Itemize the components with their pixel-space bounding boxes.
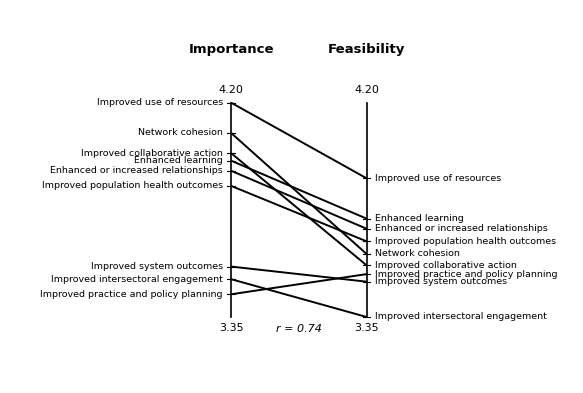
Text: Improved practice and policy planning: Improved practice and policy planning <box>375 270 557 279</box>
Text: Enhanced learning: Enhanced learning <box>134 156 223 165</box>
Text: Enhanced or increased relationships: Enhanced or increased relationships <box>375 224 547 233</box>
Text: 3.35: 3.35 <box>219 323 243 333</box>
Text: Enhanced or increased relationships: Enhanced or increased relationships <box>50 166 223 175</box>
Text: Improved population health outcomes: Improved population health outcomes <box>42 181 223 190</box>
Text: Feasibility: Feasibility <box>328 43 405 56</box>
Text: Network cohesion: Network cohesion <box>138 129 223 138</box>
Text: Improved system outcomes: Improved system outcomes <box>375 277 507 286</box>
Text: Improved collaborative action: Improved collaborative action <box>375 261 517 270</box>
Text: Network cohesion: Network cohesion <box>375 250 459 259</box>
Text: Improved use of resources: Improved use of resources <box>97 98 223 107</box>
Text: Improved practice and policy planning: Improved practice and policy planning <box>40 290 223 299</box>
Text: Improved population health outcomes: Improved population health outcomes <box>375 237 556 246</box>
Text: 4.20: 4.20 <box>219 85 244 95</box>
Text: Improved intersectoral engagement: Improved intersectoral engagement <box>375 312 547 321</box>
Text: 4.20: 4.20 <box>354 85 379 95</box>
Text: 3.35: 3.35 <box>354 323 379 333</box>
Text: Improved intersectoral engagement: Improved intersectoral engagement <box>51 275 223 284</box>
Text: r = 0.74: r = 0.74 <box>276 324 322 334</box>
Text: Improved system outcomes: Improved system outcomes <box>91 262 223 271</box>
Text: Improved use of resources: Improved use of resources <box>375 174 501 183</box>
Text: Enhanced learning: Enhanced learning <box>375 214 463 223</box>
Text: Importance: Importance <box>188 43 274 56</box>
Text: Improved collaborative action: Improved collaborative action <box>81 149 223 158</box>
